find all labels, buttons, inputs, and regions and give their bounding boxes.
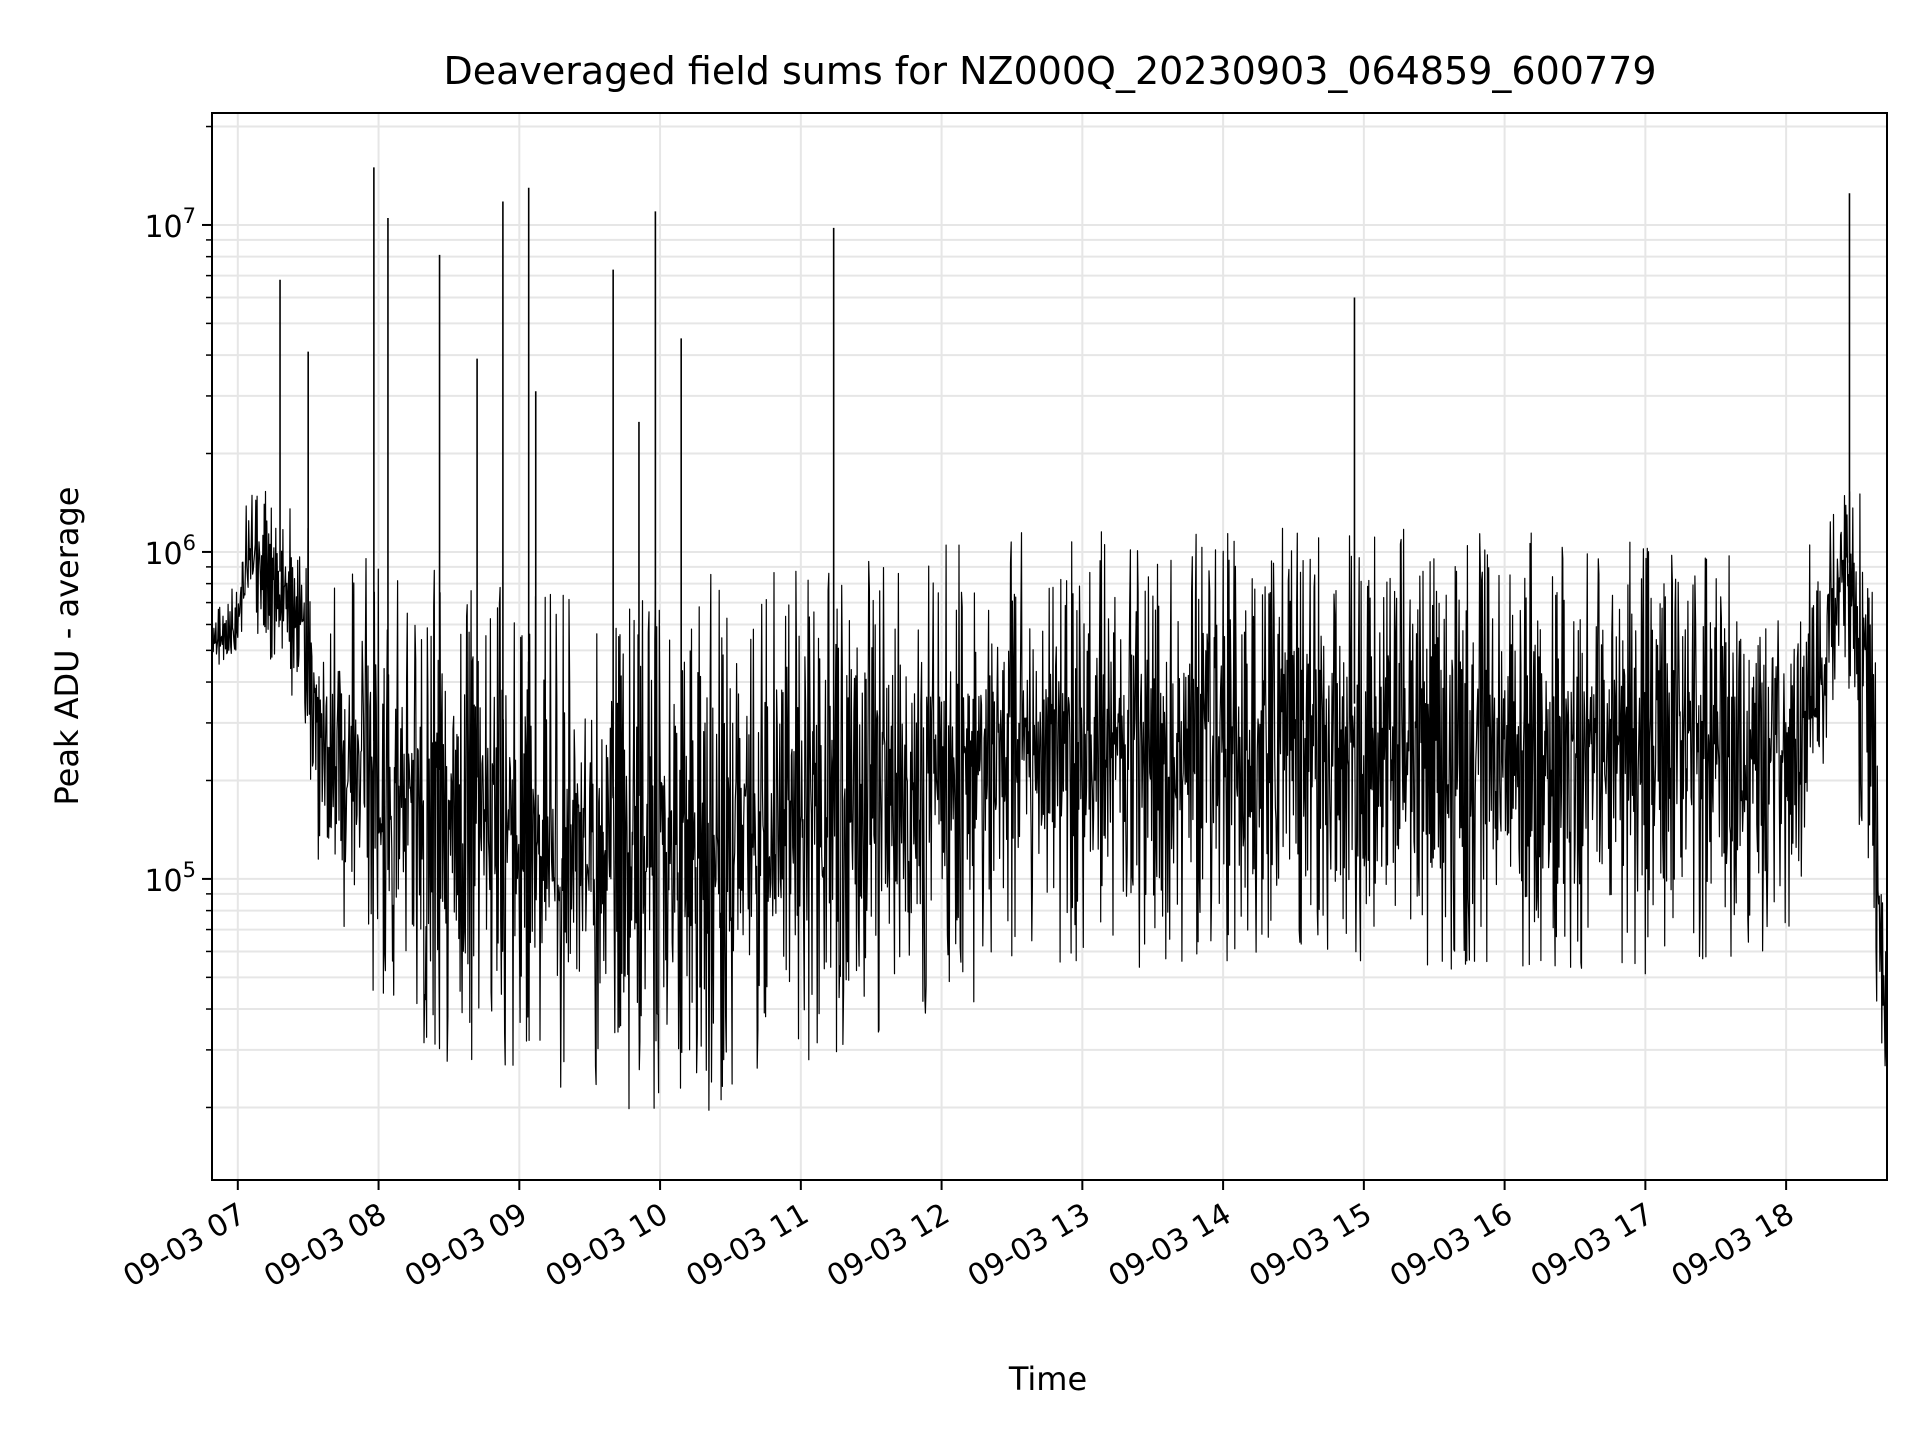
series-line — [211, 490, 1888, 1111]
x-axis-label: Time — [1008, 1360, 1087, 1398]
chart-title: Deaveraged field sums for NZ000Q_2023090… — [443, 49, 1656, 93]
x-axis-ticks: 09-03 07 09-03 08 09-03 09 09-03 10 09-03 11… — [117, 1180, 1800, 1294]
x-tick-label: 09-03 16 — [1384, 1197, 1518, 1295]
y-tick-label: 107 — [144, 204, 196, 245]
x-tick-label: 09-03 15 — [1244, 1197, 1378, 1295]
y-tick-label: 106 — [144, 531, 196, 572]
x-tick-label: 09-03 12 — [821, 1197, 955, 1295]
y-axis-ticks: 105 106 107 — [144, 125, 212, 1109]
x-tick-label: 09-03 13 — [962, 1197, 1096, 1295]
x-tick-label: 09-03 18 — [1666, 1197, 1800, 1295]
plot-frame — [211, 112, 1888, 1181]
y-tick-label: 105 — [144, 858, 196, 899]
x-tick-label: 09-03 11 — [681, 1197, 815, 1295]
axes — [211, 112, 1888, 1181]
x-tick-label: 09-03 08 — [258, 1197, 392, 1295]
x-tick-label: 09-03 17 — [1525, 1197, 1659, 1295]
data-series — [211, 167, 1888, 1111]
x-tick-label: 09-03 09 — [399, 1197, 533, 1295]
x-tick-label: 09-03 10 — [540, 1197, 674, 1295]
y-axis-label: Peak ADU - average — [48, 487, 86, 806]
x-tick-label: 09-03 14 — [1103, 1197, 1237, 1295]
x-tick-label: 09-03 07 — [117, 1197, 251, 1295]
